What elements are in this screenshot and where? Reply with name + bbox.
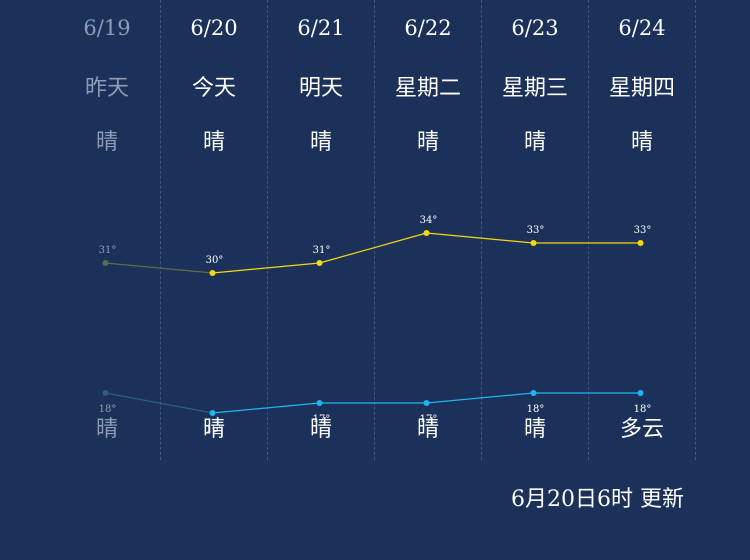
day-weekday: 今天: [191, 76, 236, 101]
high-temp-label: 30°: [206, 255, 224, 266]
forecast-grid: 6/19 昨天 晴 晴 6/20 今天 晴 晴 6/21 明天 晴 晴 6/22…: [54, 0, 696, 460]
high-temp-segment: [105, 262, 213, 274]
low-temp-point: [102, 390, 109, 396]
low-temp-label: 18°: [99, 404, 117, 415]
low-temp-label: 18°: [527, 404, 545, 415]
low-temp-segment: [426, 392, 534, 404]
night-condition: 多云: [619, 417, 664, 442]
night-condition: 晴: [95, 417, 118, 442]
temperature-chart: 31° 30° 31° 34° 33° 33° 18° 16° 17° 17° 18° 18°: [99, 215, 652, 435]
high-temp-point: [423, 230, 430, 236]
day-condition: 晴: [416, 130, 439, 155]
low-temp-point: [530, 390, 537, 396]
high-temp-segment: [426, 232, 534, 244]
day-condition: 晴: [95, 130, 118, 155]
day-date: 6/20: [190, 16, 238, 40]
day-column-1: 6/20 今天 晴 晴: [161, 0, 268, 460]
day-condition: 晴: [630, 130, 653, 155]
day-column-2: 6/21 明天 晴 晴: [268, 0, 375, 460]
day-date: 6/21: [297, 16, 345, 40]
day-date: 6/19: [83, 16, 131, 40]
high-temp-point: [209, 270, 216, 276]
day-condition: 晴: [523, 130, 546, 155]
day-column-3: 6/22 星期二 晴 晴: [375, 0, 482, 460]
low-temp-label: 17°: [420, 414, 438, 425]
day-weekday: 昨天: [84, 76, 129, 101]
low-temp-point: [423, 400, 430, 406]
low-temp-label: 18°: [634, 404, 652, 415]
day-condition: 晴: [202, 130, 225, 155]
high-temp-point: [637, 240, 644, 246]
low-temp-point: [209, 410, 216, 416]
night-condition: 晴: [523, 417, 546, 442]
low-temp-segment: [105, 392, 213, 414]
low-temp-segment: [212, 402, 320, 414]
low-temp-point: [637, 390, 644, 396]
high-temp-label: 31°: [313, 245, 331, 256]
day-column-4: 6/23 星期三 晴 晴: [482, 0, 589, 460]
day-condition: 晴: [309, 130, 332, 155]
high-temp-label: 33°: [527, 225, 545, 236]
day-date: 6/24: [618, 16, 666, 40]
night-condition: 晴: [416, 417, 439, 442]
day-weekday: 明天: [298, 76, 343, 101]
high-temp-label: 33°: [634, 225, 652, 236]
high-temp-point: [102, 260, 109, 266]
day-weekday: 星期三: [501, 76, 568, 101]
day-weekday: 星期二: [394, 76, 461, 101]
night-condition: 晴: [202, 417, 225, 442]
day-column-0: 6/19 昨天 晴 晴: [54, 0, 161, 460]
high-temp-label: 31°: [99, 245, 117, 256]
high-temp-segment: [319, 232, 427, 264]
high-temp-segment: [212, 262, 320, 274]
day-weekday: 星期四: [608, 76, 675, 101]
high-temp-point: [316, 260, 323, 266]
low-temp-label: 16°: [206, 424, 224, 435]
low-temp-label: 17°: [313, 414, 331, 425]
day-date: 6/22: [404, 16, 452, 40]
day-column-5: 6/24 星期四 晴 多云: [589, 0, 696, 460]
day-date: 6/23: [511, 16, 559, 40]
night-condition: 晴: [309, 417, 332, 442]
high-temp-point: [530, 240, 537, 246]
update-time: 6月20日6时 更新: [511, 487, 684, 512]
high-temp-label: 34°: [420, 215, 438, 226]
low-temp-point: [316, 400, 323, 406]
